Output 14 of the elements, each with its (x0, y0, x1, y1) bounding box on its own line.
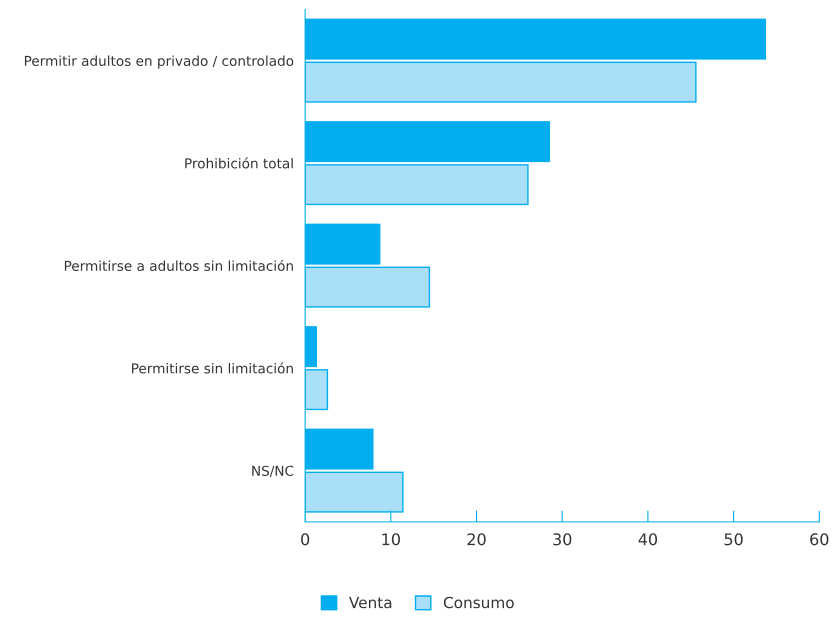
x-tick-label: 40 (638, 533, 657, 546)
x-tick-label: 10 (382, 533, 400, 546)
y-tick-label: Permitirse sin limitación (132, 362, 293, 374)
y-tick-label: Permitir adultos en privado / controlado (24, 55, 294, 69)
y-tick-label: Prohibición total (185, 157, 293, 168)
legend-label: Venta (349, 596, 392, 608)
x-tick-label: 20 (468, 533, 486, 546)
x-tick-label: 60 (810, 533, 828, 546)
x-tick-label: 50 (724, 533, 743, 546)
y-tick-label: NS/NC (252, 466, 294, 478)
legend-label: Consumo (444, 596, 514, 608)
x-tick-label: 0 (301, 533, 310, 546)
y-tick-label: Permitirse a adultos sin limitación (64, 260, 293, 271)
x-tick-label: 30 (553, 533, 572, 546)
